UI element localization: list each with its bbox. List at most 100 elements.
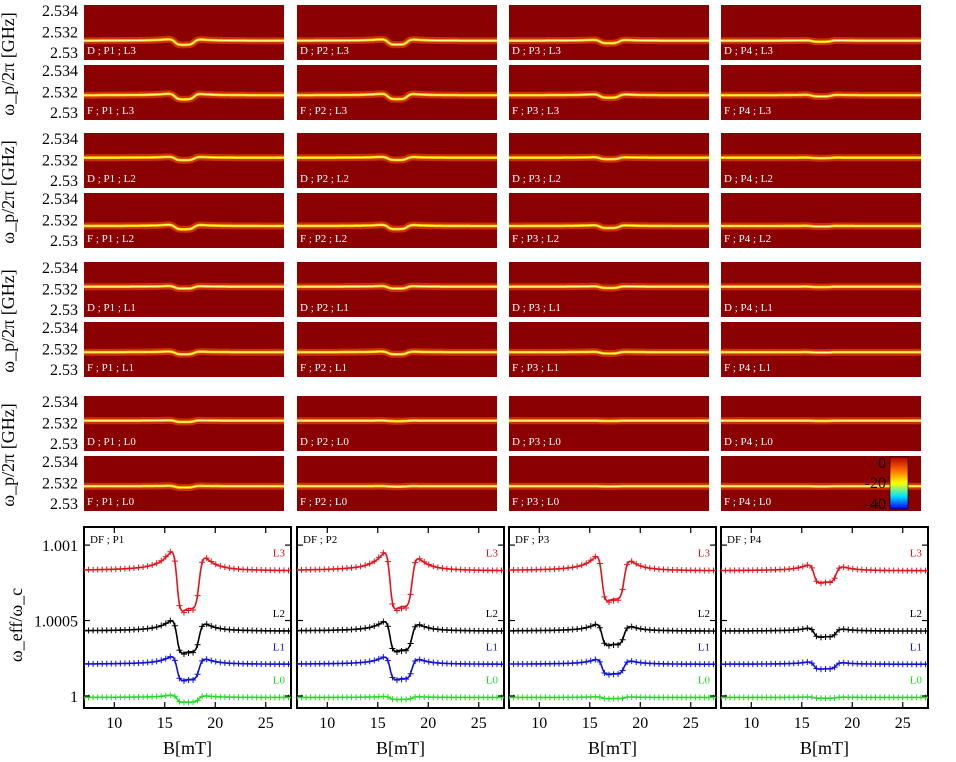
series-marker-L2 xyxy=(403,647,410,654)
series-marker-L3 xyxy=(140,563,147,570)
series-marker-L3 xyxy=(393,607,400,614)
series-marker-L3 xyxy=(398,605,405,612)
series-marker-L3 xyxy=(430,563,437,570)
x-axis-label: B[mT] xyxy=(376,738,425,758)
series-marker-L3 xyxy=(840,563,847,570)
resonance-core xyxy=(509,39,709,44)
heatmap-panel: D ; P4 ; L1 xyxy=(721,262,921,317)
series-marker-L3 xyxy=(185,607,192,614)
resonance-core xyxy=(84,351,284,355)
ratio-panel-frame xyxy=(720,526,929,709)
heatmap-panel: F ; P2 ; L1 xyxy=(297,322,497,377)
heatmap-panel-label: F ; P2 ; L2 xyxy=(300,233,347,245)
resonance-core xyxy=(721,157,921,159)
series-marker-L1 xyxy=(804,658,811,665)
ratio-panel: L3 L2 L1 L0 DF ; P3 10 15 20 25 B[mT] xyxy=(508,526,717,758)
heatmap-y-axis: 2.5342.5322.532.5342.5322.532.5342.5322.… xyxy=(0,3,78,513)
series-marker-L3 xyxy=(646,565,653,572)
series-marker-L1 xyxy=(710,661,716,668)
x-tick-label: 10 xyxy=(531,715,547,732)
series-marker-L2 xyxy=(624,625,631,632)
series-marker-L2 xyxy=(384,623,391,630)
series-marker-L2 xyxy=(149,624,156,631)
heatmap-panel: F ; P1 ; L2 xyxy=(84,193,284,248)
series-marker-L1 xyxy=(421,657,428,664)
series-marker-L3 xyxy=(565,564,572,571)
series-label: L3 xyxy=(698,548,711,560)
heatmap-panel: F ; P3 ; L0 xyxy=(509,456,709,511)
resonance-core xyxy=(84,419,284,423)
series-marker-L3 xyxy=(439,565,446,572)
series-marker-L1 xyxy=(167,653,174,660)
heatmap-panel-label: D ; P1 ; L1 xyxy=(87,302,136,314)
x-tick-label: 15 xyxy=(370,715,386,732)
heatmap-panel: D ; P1 ; L1 xyxy=(84,262,284,317)
series-marker-L2 xyxy=(167,617,174,624)
series-marker-L0 xyxy=(171,693,178,700)
resonance-core xyxy=(84,156,284,161)
series-marker-L3 xyxy=(221,564,228,571)
series-marker-L3 xyxy=(212,561,219,568)
heatmap-panel-label: D ; P2 ; L2 xyxy=(300,173,349,185)
x-tick-label: 15 xyxy=(582,715,598,732)
series-marker-L3 xyxy=(799,563,806,570)
series-marker-L1 xyxy=(633,658,640,665)
series-label: L2 xyxy=(910,608,922,620)
heatmap-y-tick: 2.534 xyxy=(42,131,78,148)
resonance-core xyxy=(297,351,497,355)
series-marker-L1 xyxy=(412,658,419,665)
series-marker-L1 xyxy=(149,658,156,665)
series-marker-L2 xyxy=(144,625,151,632)
heatmap-panel: D ; P2 ; L0 xyxy=(297,396,497,451)
heatmap-panel-label: D ; P4 ; L1 xyxy=(724,302,773,314)
heatmap-panel: D ; P3 ; L1 xyxy=(509,262,709,317)
series-marker-L1 xyxy=(208,657,215,664)
series-marker-L3 xyxy=(389,600,396,607)
series-marker-L2 xyxy=(587,623,594,630)
heatmap-background xyxy=(84,5,284,60)
series-marker-L0 xyxy=(831,694,838,701)
series-marker-L2 xyxy=(637,625,644,632)
heatmap-panel-label: F ; P3 ; L1 xyxy=(512,362,559,374)
series-marker-L3 xyxy=(710,567,716,574)
series-marker-L3 xyxy=(628,558,635,565)
series-marker-L3 xyxy=(194,592,201,599)
series-marker-L3 xyxy=(786,566,793,573)
series-marker-L2 xyxy=(199,623,206,630)
heatmap-y-tick: 2.534 xyxy=(42,63,78,80)
resonance-core xyxy=(84,224,284,230)
x-axis-label: B[mT] xyxy=(800,738,849,758)
series-marker-L1 xyxy=(799,659,806,666)
series-marker-L1 xyxy=(375,655,382,662)
resonance-core xyxy=(84,38,284,46)
series-marker-L3 xyxy=(849,565,856,572)
heatmap-panel: F ; P1 ; L1 xyxy=(84,322,284,377)
series-marker-L2 xyxy=(362,625,369,632)
heatmap-ylabel: ω_p/2π [GHz] xyxy=(0,403,18,506)
heatmap-panel: D ; P3 ; L2 xyxy=(509,133,709,188)
resonance-core xyxy=(509,285,709,289)
series-marker-L1 xyxy=(407,670,414,677)
ratio-y-tick: 1.001 xyxy=(42,538,78,555)
series-marker-L0 xyxy=(808,694,815,701)
heatmap-panel-label: D ; P2 ; L1 xyxy=(300,302,349,314)
resonance-core xyxy=(509,156,709,160)
heatmap-panel-label: F ; P2 ; L3 xyxy=(300,105,348,117)
heatmap-panel-label: F ; P4 ; L1 xyxy=(724,362,771,374)
series-marker-L3 xyxy=(583,560,590,567)
heatmap-panel-label: D ; P3 ; L2 xyxy=(512,173,561,185)
series-marker-L2 xyxy=(583,624,590,631)
series-marker-L2 xyxy=(393,649,400,656)
heatmap-background xyxy=(509,193,709,248)
series-label: L2 xyxy=(273,608,285,620)
heatmap-panel: D ; P1 ; L0 xyxy=(84,396,284,451)
series-marker-L0 xyxy=(596,694,603,701)
heatmap-panel: D ; P2 ; L1 xyxy=(297,262,497,317)
series-marker-L2 xyxy=(180,651,187,658)
series-marker-L3 xyxy=(498,567,504,574)
series-marker-L0 xyxy=(407,695,414,702)
resonance-core xyxy=(84,93,284,100)
series-marker-L3 xyxy=(371,558,378,565)
series-marker-L3 xyxy=(226,564,233,571)
series-marker-L3 xyxy=(637,562,644,569)
